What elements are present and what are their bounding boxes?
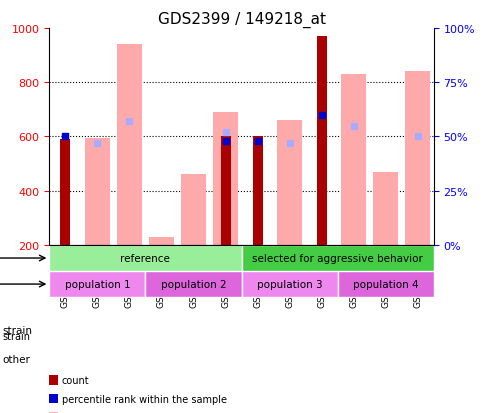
Point bbox=[61, 134, 69, 140]
Text: strain: strain bbox=[2, 325, 33, 335]
Title: GDS2399 / 149218_at: GDS2399 / 149218_at bbox=[158, 12, 325, 28]
FancyBboxPatch shape bbox=[49, 271, 145, 297]
FancyBboxPatch shape bbox=[242, 271, 338, 297]
Text: selected for aggressive behavior: selected for aggressive behavior bbox=[252, 254, 423, 263]
Point bbox=[253, 138, 261, 145]
Bar bbox=[341, 75, 366, 245]
Bar bbox=[149, 237, 174, 245]
Bar bbox=[317, 37, 327, 245]
Bar bbox=[405, 72, 430, 245]
Bar bbox=[252, 137, 263, 245]
Bar bbox=[213, 113, 238, 245]
Text: other: other bbox=[2, 354, 31, 364]
FancyBboxPatch shape bbox=[242, 245, 434, 271]
FancyBboxPatch shape bbox=[49, 245, 242, 271]
Text: percentile rank within the sample: percentile rank within the sample bbox=[62, 394, 227, 404]
Text: population 3: population 3 bbox=[257, 279, 322, 290]
Text: population 2: population 2 bbox=[161, 279, 226, 290]
Point bbox=[414, 134, 422, 140]
Point bbox=[286, 140, 294, 147]
Text: population 1: population 1 bbox=[65, 279, 130, 290]
Point bbox=[221, 130, 229, 136]
Point bbox=[221, 138, 229, 145]
Point bbox=[350, 123, 357, 130]
Point bbox=[94, 140, 102, 147]
FancyBboxPatch shape bbox=[145, 271, 242, 297]
FancyBboxPatch shape bbox=[338, 271, 434, 297]
Text: count: count bbox=[62, 375, 89, 385]
Text: strain: strain bbox=[2, 332, 31, 342]
Point bbox=[317, 112, 325, 119]
Bar bbox=[277, 121, 302, 245]
Bar bbox=[220, 137, 231, 245]
Text: population 4: population 4 bbox=[353, 279, 419, 290]
Bar bbox=[181, 175, 206, 245]
Bar bbox=[373, 172, 398, 245]
Bar bbox=[117, 45, 142, 245]
Point bbox=[125, 119, 133, 125]
Text: value, Detection Call = ABSENT: value, Detection Call = ABSENT bbox=[62, 412, 217, 413]
Text: reference: reference bbox=[120, 254, 171, 263]
Bar bbox=[60, 140, 70, 245]
Bar bbox=[85, 138, 110, 245]
